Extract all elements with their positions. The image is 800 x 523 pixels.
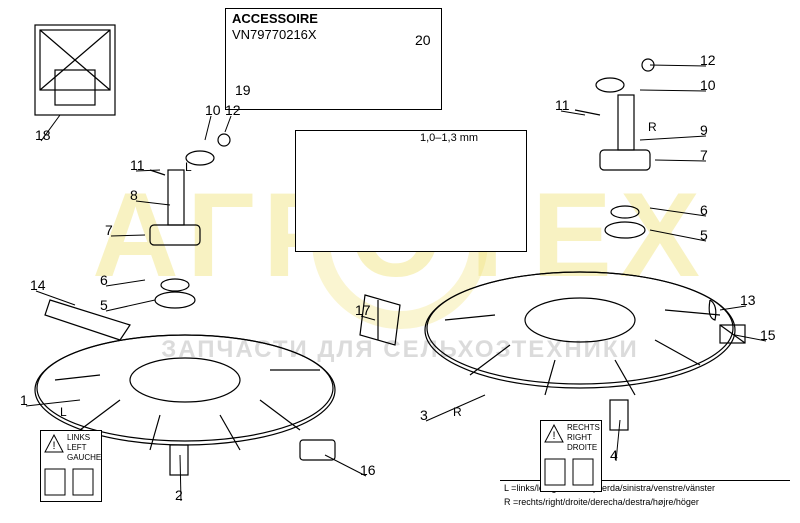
svg-text:!: ! (552, 430, 555, 442)
callout-1: 1 (20, 392, 28, 408)
callout-18: 18 (35, 127, 51, 143)
tag-left-pict (43, 467, 99, 497)
callout-5: 5 (100, 297, 108, 313)
tag-right-0: RECHTS (567, 423, 600, 432)
part-14-arm (45, 300, 130, 340)
callout-10: 10 (700, 77, 716, 93)
callout-15: 15 (760, 327, 776, 343)
letter-R: R (453, 405, 462, 419)
callout-2: 2 (175, 487, 183, 503)
tag-left-1: LEFT (67, 443, 87, 452)
accessory-code: VN79770216X (232, 27, 317, 42)
callout-5: 5 (700, 227, 708, 243)
callout-12: 12 (225, 102, 241, 118)
callout-12: 12 (700, 52, 716, 68)
gap-text: 1,0–1,3 mm (420, 132, 478, 144)
accessory-title: ACCESSOIRE (232, 11, 318, 26)
callout-17: 17 (355, 302, 371, 318)
callout-20: 20 (415, 32, 431, 48)
callout-14: 14 (30, 277, 46, 293)
warning-icon: ! (44, 434, 64, 454)
callout-4: 4 (610, 447, 618, 463)
tag-right-1: RIGHT (567, 433, 592, 442)
callout-11: 11 (130, 157, 145, 173)
callout-6: 6 (100, 272, 108, 288)
letter-L: L (185, 160, 192, 174)
gap-detail-box (295, 130, 527, 252)
warning-icon: ! (544, 424, 564, 444)
tag-left-2: GAUCHE (67, 453, 101, 462)
callout-13: 13 (740, 292, 756, 308)
callout-7: 7 (105, 222, 113, 238)
tag-right-2: DROITE (567, 443, 597, 452)
callout-16: 16 (360, 462, 376, 478)
callout-11: 11 (555, 97, 570, 113)
letter-L: L (60, 405, 67, 419)
part-2 (170, 445, 188, 475)
svg-text:!: ! (52, 440, 55, 452)
right-spindle (575, 59, 654, 238)
callout-9: 9 (700, 122, 708, 138)
part-13 (709, 300, 716, 320)
callout-8: 8 (130, 187, 138, 203)
legend-line-L: L =links/left/gauche/izquierda/sinistra/… (504, 483, 715, 493)
callout-19: 19 (235, 82, 251, 98)
tag-right: ! RECHTS RIGHT DROITE (540, 420, 602, 492)
tag-right-pict (543, 457, 599, 487)
callout-3: 3 (420, 407, 428, 423)
part-18-box (35, 25, 115, 115)
tag-left-0: LINKS (67, 433, 90, 442)
tag-left: ! LINKS LEFT GAUCHE (40, 430, 102, 502)
letter-R: R (648, 120, 657, 134)
callout-7: 7 (700, 147, 708, 163)
callout-10: 10 (205, 102, 221, 118)
right-disc (425, 272, 735, 395)
legend-line-R: R =rechts/right/droite/derecha/destra/hø… (504, 497, 699, 507)
callout-6: 6 (700, 202, 708, 218)
accessory-box: ACCESSOIRE VN79770216X (225, 8, 442, 110)
